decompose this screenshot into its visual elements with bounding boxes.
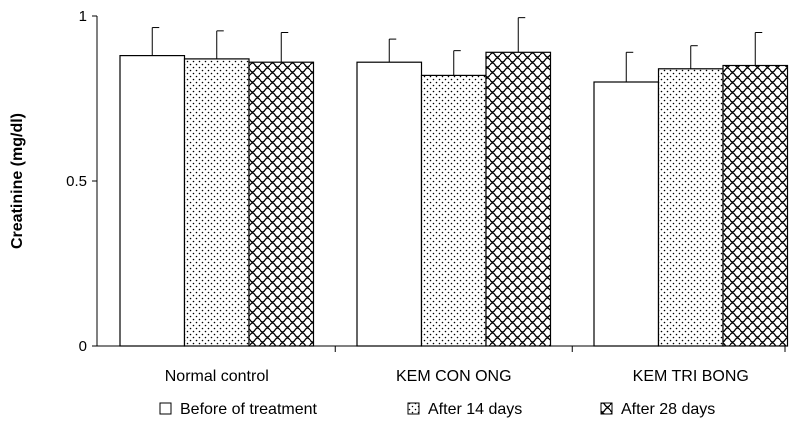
bar <box>119 54 186 347</box>
legend-label: After 28 days <box>621 401 715 418</box>
x-tick-label: KEM TRI BONG <box>633 368 749 385</box>
x-tick-label: Normal control <box>165 368 269 385</box>
bar <box>722 64 789 347</box>
y-tick-label: 1 <box>79 8 87 25</box>
y-tick-label: 0.5 <box>66 173 87 190</box>
bar <box>657 68 724 347</box>
legend-item: Before of treatment <box>159 401 318 418</box>
legend-swatch <box>600 402 613 415</box>
bar <box>248 61 315 347</box>
legend-item: After 28 days <box>600 401 715 418</box>
y-tick-label: 0 <box>79 338 87 355</box>
legend-swatch <box>407 402 420 415</box>
bar <box>593 81 660 347</box>
legend-swatch <box>159 402 172 415</box>
bar <box>183 58 250 347</box>
legend-label: Before of treatment <box>180 401 318 418</box>
x-tick-label: KEM CON ONG <box>396 368 512 385</box>
y-axis-label: Creatinine (mg/dl) <box>9 113 26 249</box>
bar <box>485 51 552 347</box>
legend-item: After 14 days <box>407 401 522 418</box>
bar <box>356 61 423 347</box>
bar <box>420 74 487 347</box>
legend-label: After 14 days <box>428 401 522 418</box>
